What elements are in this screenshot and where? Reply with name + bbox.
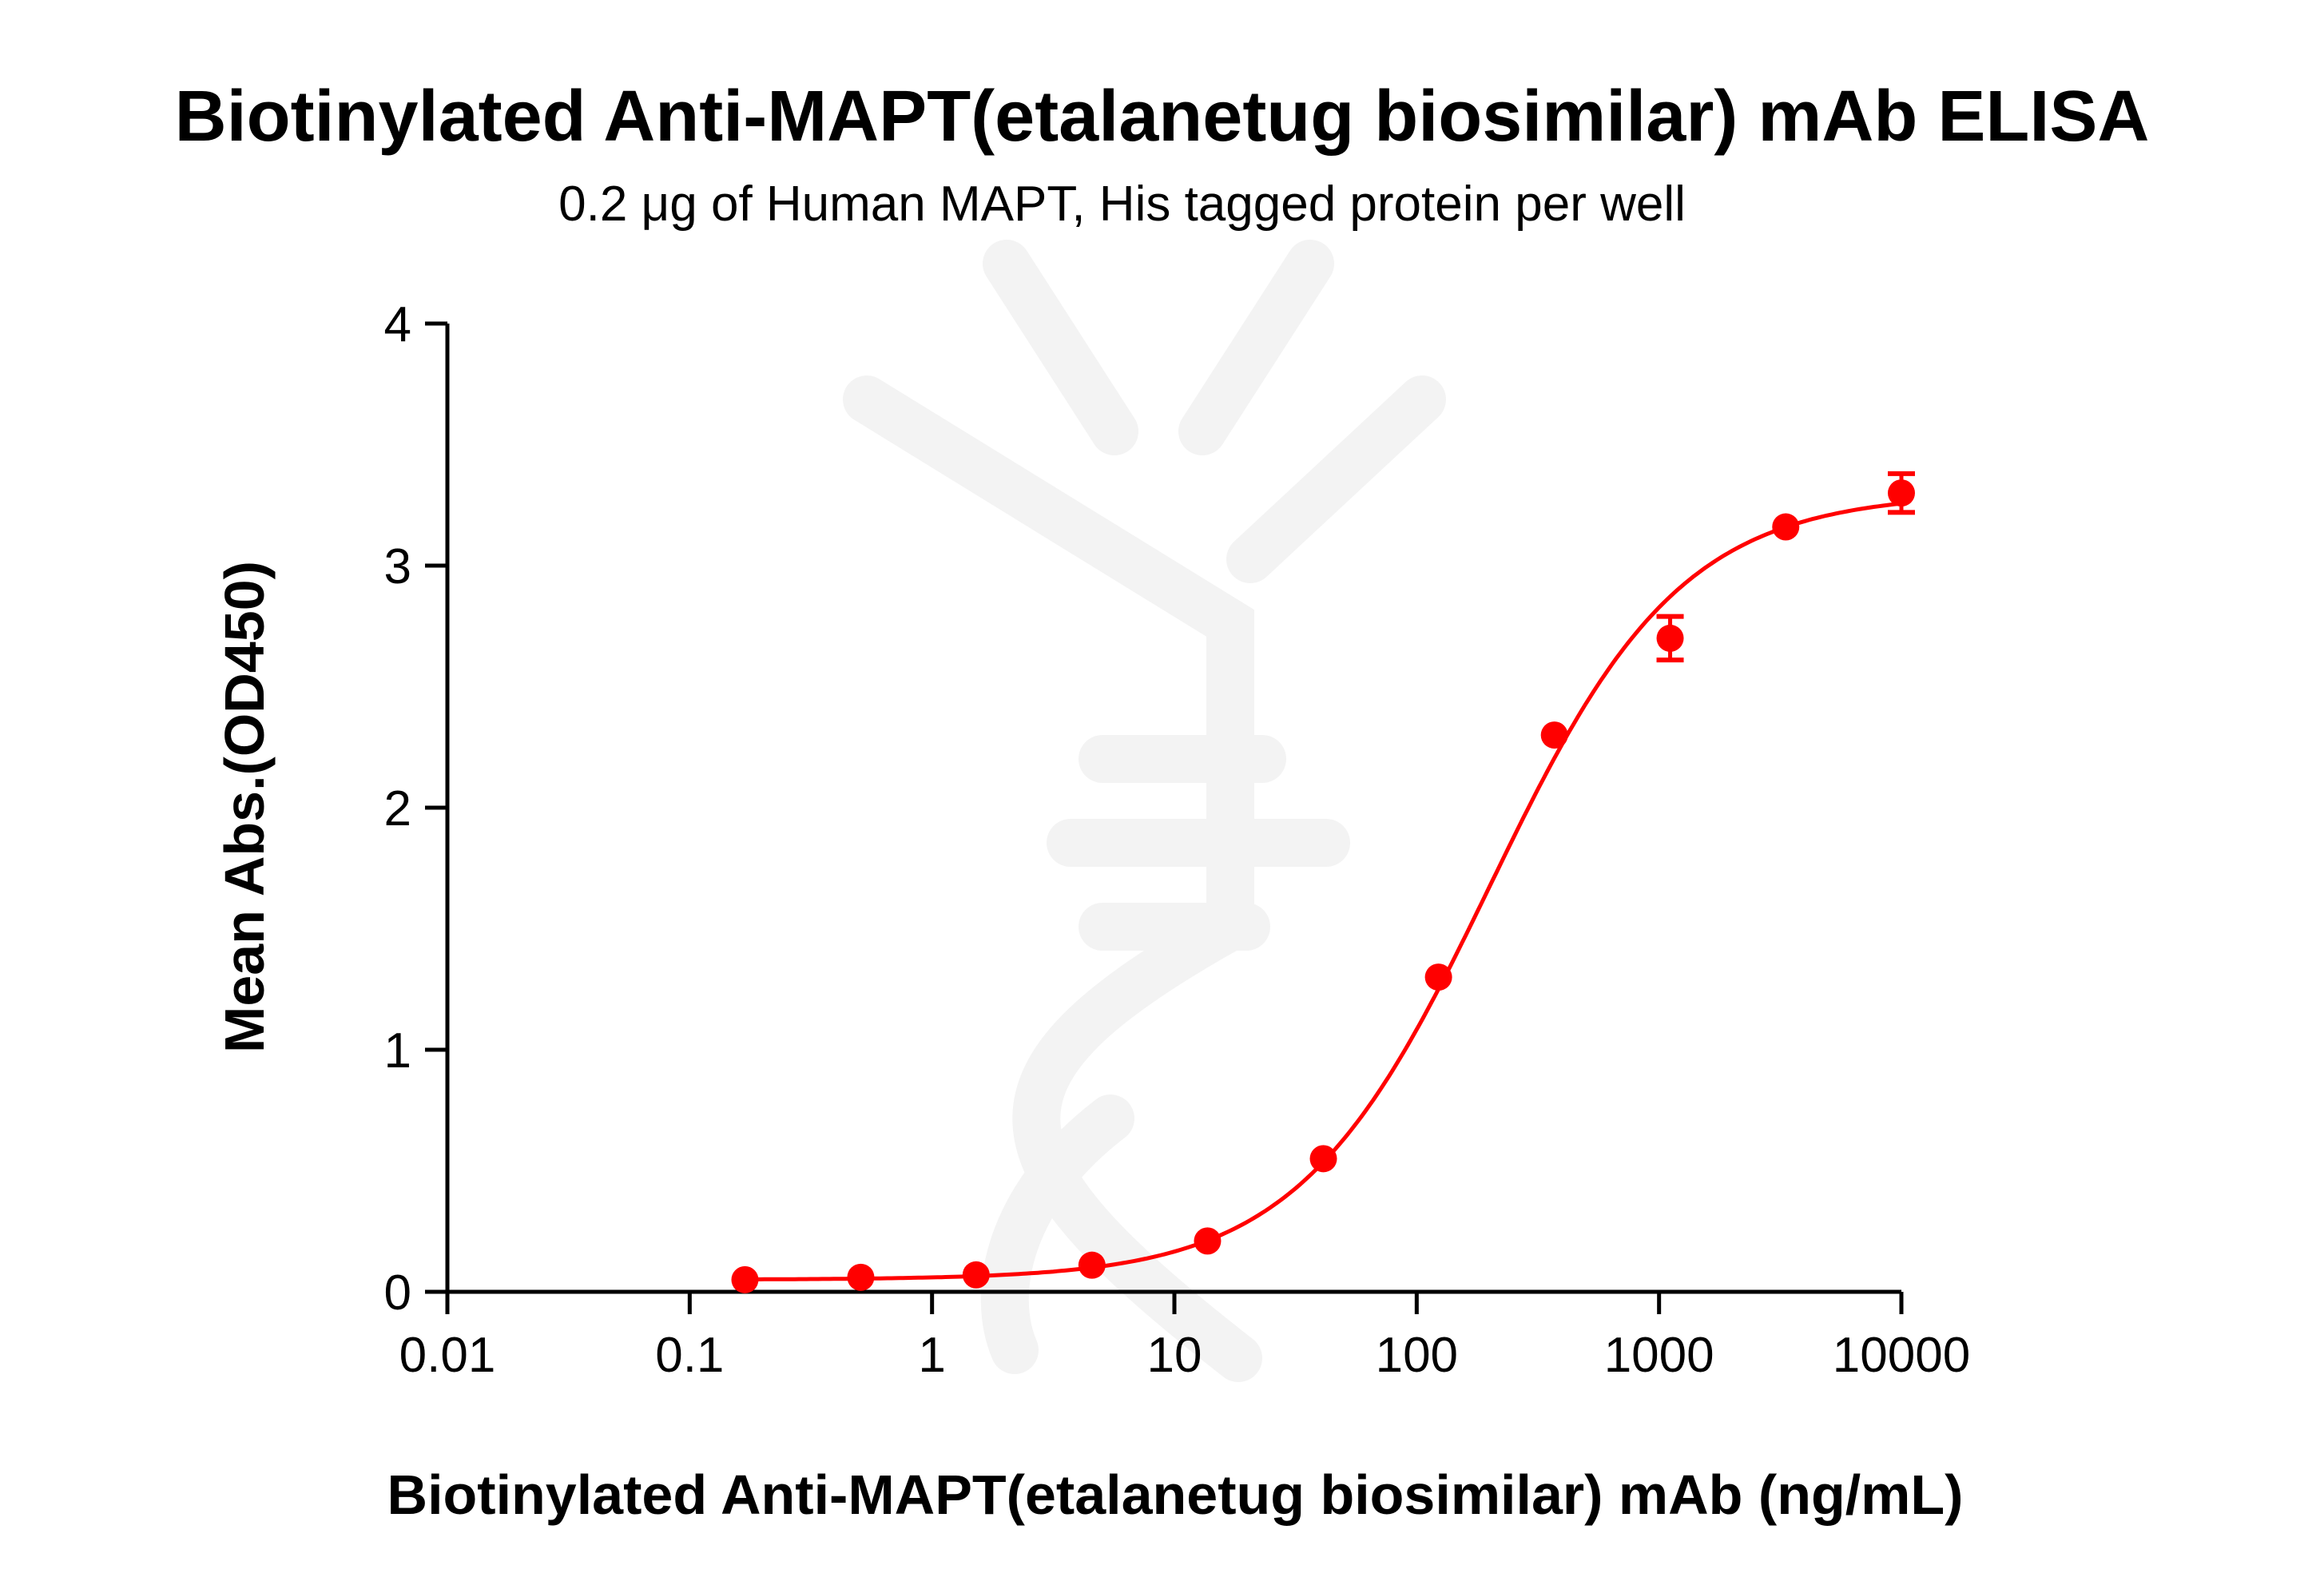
x-tick-label: 10	[1147, 1328, 1202, 1383]
data-point	[1772, 513, 1800, 541]
x-tick-label: 10000	[1833, 1328, 1970, 1383]
chart-subtitle: 0.2 μg of Human MAPT, His tagged protein…	[558, 177, 1686, 232]
x-tick-label: 100	[1376, 1328, 1458, 1383]
y-axis-label: Mean Abs.(OD450)	[213, 561, 276, 1053]
data-point	[847, 1263, 875, 1291]
watermark-logo	[843, 240, 1446, 1382]
axes: 0.01 0.1 1 10 100 1000 10000 0 1 2 3 4	[384, 297, 1971, 1383]
chart-title: Biotinylated Anti-MAPT(etalanetug biosim…	[174, 77, 2150, 157]
data-point	[962, 1261, 990, 1289]
data-point	[1656, 624, 1684, 652]
data-point	[1540, 721, 1568, 749]
x-tick-label: 0.01	[399, 1328, 496, 1383]
y-tick-label: 1	[384, 1023, 411, 1079]
x-tick-label: 1000	[1604, 1328, 1714, 1383]
y-tick-label: 0	[384, 1265, 411, 1321]
y-tick-label: 3	[384, 539, 411, 594]
y-tick-label: 2	[384, 781, 411, 836]
data-point	[1194, 1227, 1222, 1255]
data-point	[1078, 1251, 1106, 1279]
data-point	[1309, 1145, 1337, 1173]
data-point	[1888, 479, 1915, 507]
x-tick-label: 0.1	[655, 1328, 724, 1383]
x-axis-label: Biotinylated Anti-MAPT(etalanetug biosim…	[387, 1464, 1964, 1526]
x-tick-label: 1	[918, 1328, 945, 1383]
data-point	[731, 1265, 759, 1293]
data-point	[1424, 963, 1452, 991]
y-tick-label: 4	[384, 297, 411, 352]
data-points	[731, 471, 1915, 1293]
